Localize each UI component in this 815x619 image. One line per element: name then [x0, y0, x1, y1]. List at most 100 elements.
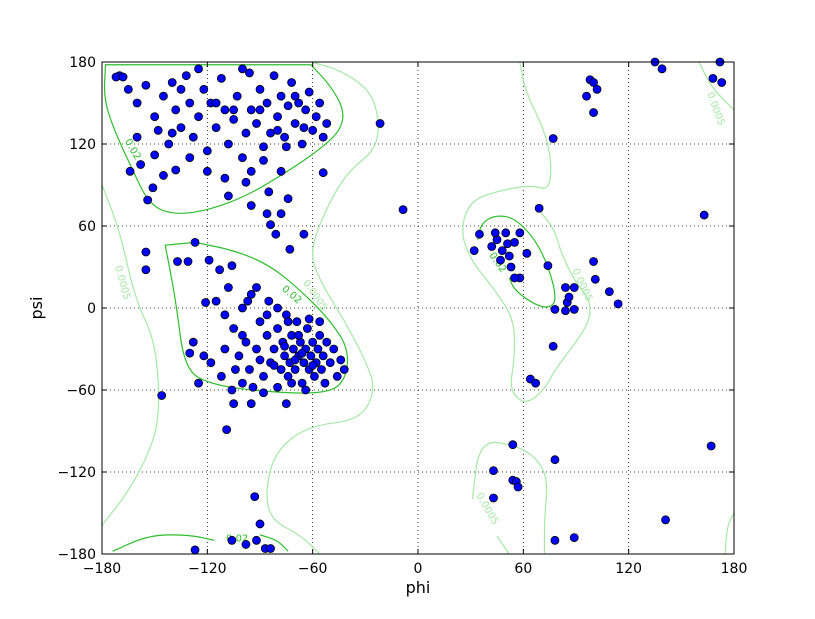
data-point [190, 545, 200, 555]
contour-0-02 [103, 64, 344, 214]
y-tick-label: −120 [58, 465, 96, 481]
contour-0-0005 [496, 535, 510, 555]
data-point [276, 365, 286, 374]
data-point [302, 324, 312, 333]
data-point [308, 360, 318, 370]
contour-0-02 [112, 534, 215, 552]
data-point [297, 139, 307, 149]
data-point [123, 84, 133, 94]
data-point [227, 535, 237, 545]
data-point [311, 112, 321, 122]
data-point [513, 482, 523, 492]
data-point [231, 365, 240, 374]
data-point [269, 360, 279, 370]
data-point [252, 535, 261, 545]
data-point [332, 371, 342, 381]
data-point [229, 115, 239, 124]
data-point [255, 519, 265, 529]
x-tick-label: 120 [615, 561, 642, 577]
data-point [318, 168, 328, 178]
data-point [582, 91, 591, 101]
data-point [185, 348, 195, 358]
data-point [297, 348, 307, 358]
data-point [522, 248, 532, 258]
data-point [375, 119, 385, 128]
data-point [206, 358, 216, 368]
data-point [167, 128, 177, 138]
data-point [241, 337, 251, 347]
data-point [141, 265, 151, 275]
data-point [246, 201, 256, 210]
y-tick-label: 0 [87, 301, 96, 317]
data-point [234, 351, 244, 361]
data-point [283, 101, 293, 111]
data-point [202, 166, 212, 176]
data-point [181, 71, 191, 81]
data-point [262, 98, 272, 108]
data-point [176, 84, 186, 94]
data-point [211, 123, 221, 132]
data-point [496, 255, 505, 265]
data-point [252, 119, 261, 128]
data-point [292, 317, 302, 327]
data-point [299, 123, 309, 132]
data-point [229, 324, 239, 333]
data-point [273, 125, 282, 135]
data-point [281, 142, 291, 152]
data-point [199, 351, 209, 361]
x-tick-label: −180 [83, 561, 121, 577]
data-point [564, 292, 574, 302]
data-point [548, 341, 558, 351]
data-point [143, 195, 153, 205]
data-point [216, 371, 226, 381]
data-point [246, 166, 256, 176]
data-point [194, 378, 203, 388]
y-tick-label: −60 [66, 383, 96, 399]
data-point [243, 296, 253, 306]
data-point [398, 205, 408, 215]
data-point [283, 194, 293, 204]
data-point [246, 289, 256, 299]
data-point [336, 355, 346, 365]
data-point [322, 119, 332, 128]
y-tick-label: −180 [58, 547, 96, 563]
data-point [569, 533, 579, 542]
data-point [592, 84, 602, 94]
data-point [171, 105, 181, 115]
data-point [215, 265, 225, 275]
data-point [276, 166, 286, 176]
data-point [171, 165, 181, 175]
data-point [248, 382, 258, 392]
x-tick-label: 60 [514, 561, 532, 577]
data-point [510, 237, 519, 247]
data-point [589, 257, 598, 266]
contour-0-02 [164, 241, 349, 394]
data-point [497, 246, 507, 256]
data-point [269, 344, 279, 354]
data-point [318, 351, 328, 361]
data-point [561, 306, 570, 316]
data-point [159, 91, 168, 101]
data-point [322, 337, 332, 347]
data-point [299, 229, 309, 239]
data-point [515, 228, 525, 238]
data-point [266, 544, 275, 553]
data-point [329, 344, 339, 354]
data-point [315, 317, 325, 327]
data-point [150, 150, 160, 160]
data-point [487, 242, 497, 251]
data-point [252, 283, 261, 292]
data-point [259, 142, 268, 152]
data-point [657, 64, 667, 74]
data-point [250, 492, 260, 502]
data-point [548, 134, 558, 143]
data-point [220, 173, 230, 183]
contour-label: 0.02 [226, 534, 248, 545]
data-point [317, 365, 326, 374]
data-point [294, 98, 304, 108]
data-point [699, 210, 709, 220]
contour-0-0005 [724, 512, 735, 555]
contour-label: 0.02 [122, 137, 143, 162]
